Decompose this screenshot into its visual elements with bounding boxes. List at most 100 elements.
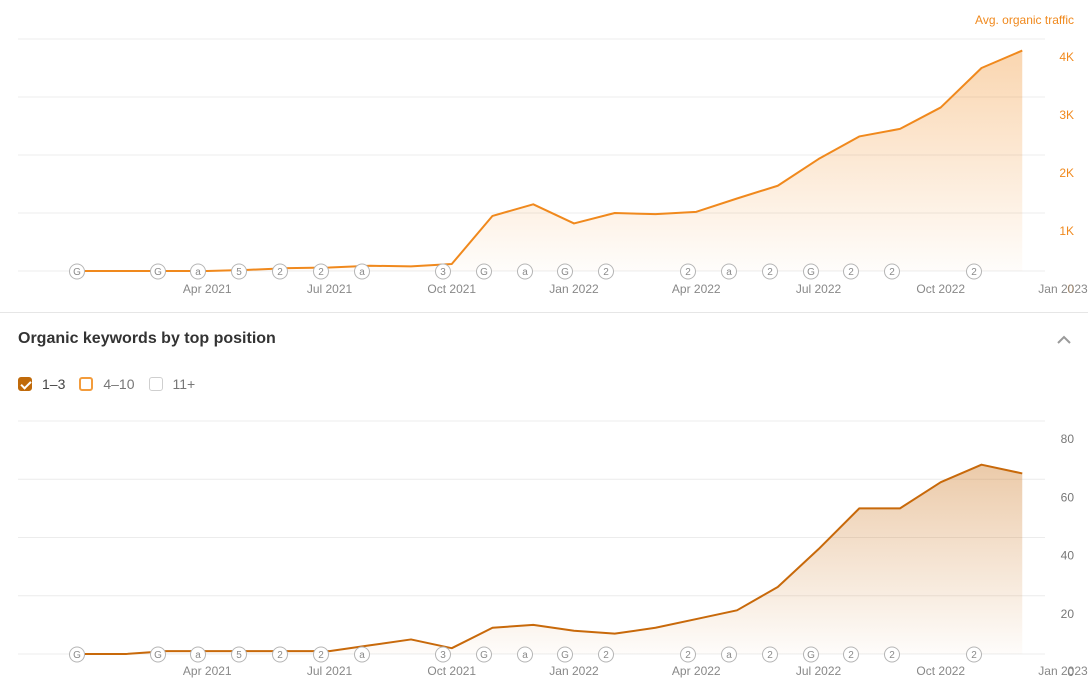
svg-text:2: 2 xyxy=(685,267,691,278)
annotation-marker[interactable]: G xyxy=(150,646,166,663)
legend-item-4-10[interactable]: 4–10 xyxy=(79,376,135,392)
annotation-marker[interactable]: 2 xyxy=(272,646,288,663)
traffic-series-label: Avg. organic traffic xyxy=(975,13,1074,27)
annotation-marker[interactable]: 2 xyxy=(843,646,859,663)
keywords-section-title: Organic keywords by top position xyxy=(18,330,276,347)
traffic-x-tick-label: Jul 2021 xyxy=(307,282,353,296)
svg-text:5: 5 xyxy=(236,650,242,661)
annotation-marker[interactable]: 2 xyxy=(680,646,696,663)
svg-text:a: a xyxy=(522,267,528,278)
traffic-area-fill xyxy=(85,50,1023,271)
checkbox-4-10[interactable] xyxy=(79,377,94,391)
svg-text:a: a xyxy=(195,267,201,278)
svg-text:2: 2 xyxy=(889,650,895,661)
svg-text:2: 2 xyxy=(889,267,895,278)
svg-text:2: 2 xyxy=(603,267,609,278)
traffic-y-tick-label: 1K xyxy=(1059,224,1074,238)
svg-text:a: a xyxy=(726,267,732,278)
svg-text:2: 2 xyxy=(603,650,609,661)
keywords-x-tick-label: Jul 2021 xyxy=(307,664,353,678)
traffic-x-tick-label: Apr 2022 xyxy=(672,282,721,296)
svg-text:2: 2 xyxy=(318,650,324,661)
annotation-marker[interactable]: 2 xyxy=(680,263,696,280)
svg-text:3: 3 xyxy=(440,650,446,661)
svg-text:2: 2 xyxy=(767,267,773,278)
svg-text:2: 2 xyxy=(318,267,324,278)
annotation-marker[interactable]: G xyxy=(803,646,819,663)
annotation-marker[interactable]: G xyxy=(476,263,492,280)
keywords-x-ticks: Apr 2021 Jul 2021 Oct 2021 Jan 2022 Apr 2022… xyxy=(183,664,1088,678)
keywords-x-tick-label: Apr 2022 xyxy=(672,664,721,678)
traffic-y-ticks: 0 1K 2K 3K 4K xyxy=(1059,50,1074,296)
annotation-marker[interactable]: 2 xyxy=(966,263,982,280)
traffic-x-tick-label: Oct 2022 xyxy=(916,282,965,296)
annotation-marker[interactable]: 2 xyxy=(884,263,900,280)
annotation-marker[interactable]: G xyxy=(150,263,166,280)
annotation-marker[interactable]: 2 xyxy=(884,646,900,663)
annotation-marker[interactable]: G xyxy=(476,646,492,663)
traffic-area xyxy=(84,49,1023,272)
traffic-x-tick-label: Oct 2021 xyxy=(427,282,476,296)
keywords-x-tick-label: Oct 2022 xyxy=(916,664,965,678)
annotation-marker[interactable]: G xyxy=(69,263,85,280)
annotation-marker[interactable]: a xyxy=(517,646,533,663)
svg-text:2: 2 xyxy=(848,267,854,278)
keywords-y-tick-label: 20 xyxy=(1061,607,1075,621)
checkbox-1-3[interactable] xyxy=(18,377,32,391)
annotation-marker[interactable]: G xyxy=(557,263,573,280)
svg-text:G: G xyxy=(807,267,815,278)
annotation-marker[interactable]: 2 xyxy=(843,263,859,280)
annotation-marker[interactable]: 2 xyxy=(762,263,778,280)
annotation-marker[interactable]: a xyxy=(517,263,533,280)
annotation-marker[interactable]: 3 xyxy=(435,646,451,663)
annotation-marker[interactable]: 5 xyxy=(231,646,247,663)
svg-text:2: 2 xyxy=(277,650,283,661)
keywords-x-tick-label: Jul 2022 xyxy=(796,664,842,678)
annotation-marker[interactable]: 5 xyxy=(231,263,247,280)
annotation-marker[interactable]: G xyxy=(69,646,85,663)
annotation-marker[interactable]: 2 xyxy=(598,646,614,663)
annotation-marker[interactable]: a xyxy=(354,646,370,663)
annotation-marker[interactable]: 2 xyxy=(313,646,329,663)
traffic-x-tick-label: Jan 2022 xyxy=(549,282,599,296)
annotation-marker[interactable]: a xyxy=(354,263,370,280)
annotation-marker[interactable]: G xyxy=(557,646,573,663)
annotation-marker[interactable]: 2 xyxy=(966,646,982,663)
svg-text:a: a xyxy=(195,650,201,661)
annotation-marker[interactable]: a xyxy=(190,646,206,663)
traffic-x-ticks: Apr 2021 Jul 2021 Oct 2021 Jan 2022 Apr 2022… xyxy=(183,282,1088,296)
annotation-marker[interactable]: a xyxy=(190,263,206,280)
traffic-x-tick-label: Jan 2023 xyxy=(1038,282,1088,296)
legend-item-11-plus[interactable]: 11+ xyxy=(148,376,196,392)
keywords-y-tick-label: 40 xyxy=(1061,549,1075,563)
traffic-y-tick-label: 2K xyxy=(1059,166,1074,180)
traffic-y-tick-label: 3K xyxy=(1059,108,1074,122)
svg-text:2: 2 xyxy=(848,650,854,661)
annotation-marker[interactable]: a xyxy=(721,263,737,280)
keywords-area xyxy=(84,463,1023,655)
svg-text:G: G xyxy=(807,650,815,661)
traffic-x-tick-label: Jul 2022 xyxy=(796,282,842,296)
keywords-x-tick-label: Apr 2021 xyxy=(183,664,232,678)
legend-label-1-3: 1–3 xyxy=(42,376,66,392)
legend-label-11-plus: 11+ xyxy=(172,376,196,392)
legend-item-1-3[interactable]: 1–3 xyxy=(18,376,65,392)
annotation-marker[interactable]: 2 xyxy=(272,263,288,280)
annotation-marker[interactable]: 2 xyxy=(598,263,614,280)
keywords-x-tick-label: Jan 2023 xyxy=(1038,664,1088,678)
annotation-marker[interactable]: 2 xyxy=(313,263,329,280)
annotation-marker[interactable]: 2 xyxy=(762,646,778,663)
annotation-marker[interactable]: a xyxy=(721,646,737,663)
svg-text:G: G xyxy=(480,650,488,661)
svg-text:G: G xyxy=(561,650,569,661)
annotation-marker[interactable]: 3 xyxy=(435,263,451,280)
keywords-y-tick-label: 80 xyxy=(1061,432,1075,446)
chevron-up-icon[interactable] xyxy=(1054,330,1074,350)
checkbox-11-plus[interactable] xyxy=(148,377,163,391)
svg-text:G: G xyxy=(480,267,488,278)
annotation-marker[interactable]: G xyxy=(803,263,819,280)
svg-text:2: 2 xyxy=(971,650,977,661)
svg-text:2: 2 xyxy=(277,267,283,278)
